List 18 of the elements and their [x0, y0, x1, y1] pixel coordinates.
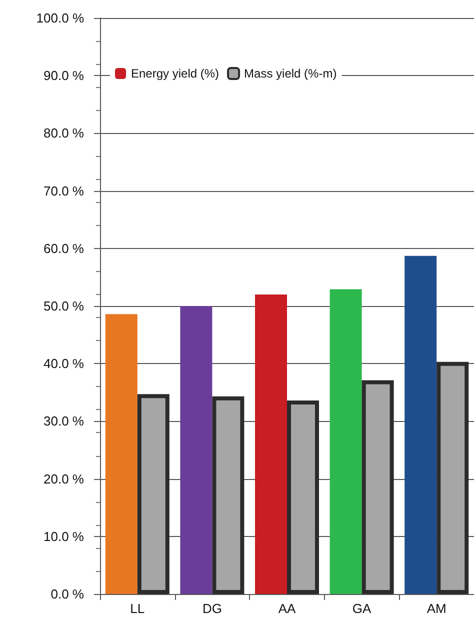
x-tick-label: GA — [352, 601, 372, 616]
y-tick-label: 10.0 % — [44, 528, 84, 544]
y-tick-label: 0.0 % — [50, 586, 84, 602]
legend-label: Energy yield (%) — [131, 66, 220, 80]
x-tick-label: LL — [130, 601, 145, 616]
x-tick-label: AA — [278, 601, 296, 616]
x-tick-label: DG — [202, 601, 222, 616]
y-tick-label: 100.0 % — [36, 10, 84, 26]
legend-label: Mass yield (%-m) — [244, 66, 337, 80]
y-tick-label: 50.0 % — [44, 298, 84, 314]
y-tick-label: 60.0 % — [44, 240, 84, 256]
x-tick-label: AM — [426, 601, 446, 616]
y-tick-label: 70.0 % — [44, 183, 84, 198]
y-tick-label: 40.0 % — [44, 356, 84, 372]
y-tick-label: 80.0 % — [44, 126, 84, 141]
y-tick-label: 90.0 % — [44, 68, 84, 84]
y-tick-label: 30.0 % — [44, 414, 84, 429]
y-tick-label: 20.0 % — [44, 471, 84, 486]
